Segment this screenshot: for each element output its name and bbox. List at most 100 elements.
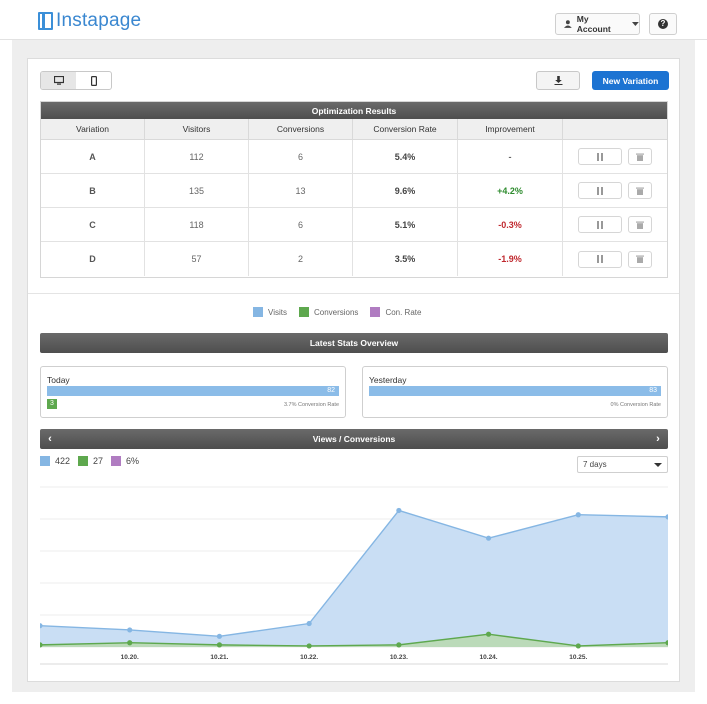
pause-button[interactable] bbox=[578, 216, 622, 233]
legend-swatch-con-rate bbox=[370, 307, 381, 317]
point-conversions bbox=[306, 643, 312, 649]
column-header-visitors: Visitors bbox=[145, 119, 249, 139]
mobile-view-button[interactable] bbox=[76, 72, 111, 89]
point-visits bbox=[127, 627, 133, 633]
cell-visitors: 135 bbox=[145, 174, 249, 207]
chart-legend: Visits Conversions Con. Rate bbox=[253, 307, 421, 317]
x-tick-label: 10.21. bbox=[210, 654, 228, 661]
pause-button[interactable] bbox=[578, 250, 622, 268]
point-visits bbox=[40, 623, 43, 629]
x-tick-label: 10.24. bbox=[480, 654, 498, 661]
point-conversions bbox=[216, 642, 223, 648]
pause-icon bbox=[597, 186, 603, 195]
column-header-conversions: Conversions bbox=[249, 119, 353, 139]
today-conversion-note: 3.7% Conversion Rate bbox=[283, 402, 339, 408]
cell-visitors: 118 bbox=[145, 208, 249, 241]
today-label: Today bbox=[47, 375, 70, 385]
point-visits bbox=[306, 620, 312, 627]
section-divider bbox=[28, 293, 679, 294]
date-range-value: 7 days bbox=[583, 460, 607, 469]
new-variation-button[interactable]: New Variation bbox=[592, 71, 669, 90]
main-panel: New Variation Optimization Results Varia… bbox=[27, 58, 680, 682]
point-visits bbox=[485, 535, 492, 541]
cell-conversions: 6 bbox=[249, 208, 353, 241]
chevron-down-icon bbox=[654, 463, 662, 467]
yesterday-conversion-note: 0% Conversion Rate bbox=[610, 402, 661, 408]
pause-button[interactable] bbox=[578, 148, 622, 165]
trash-icon bbox=[636, 255, 644, 263]
delete-button[interactable] bbox=[628, 148, 652, 165]
mobile-icon bbox=[90, 75, 97, 86]
total-visits: 422 bbox=[55, 456, 71, 466]
download-button[interactable] bbox=[536, 71, 580, 90]
brand-name: Instapage bbox=[56, 10, 142, 31]
instapage-logo-icon bbox=[38, 12, 54, 30]
download-icon bbox=[554, 76, 562, 85]
delete-button[interactable] bbox=[628, 182, 652, 199]
column-header-actions bbox=[563, 119, 667, 139]
legend-con-rate[interactable]: Con. Rate bbox=[370, 307, 421, 317]
device-toggle bbox=[40, 71, 112, 90]
table-title: Optimization Results bbox=[41, 102, 667, 119]
cell-conversions: 6 bbox=[249, 140, 353, 173]
trash-icon bbox=[636, 221, 644, 229]
legend-swatch-conversions bbox=[298, 307, 309, 317]
views-conversions-bar: ‹ Views / Conversions › bbox=[40, 429, 668, 449]
yesterday-stat-box: Yesterday 83 0% Conversion Rate bbox=[362, 366, 668, 418]
summary-swatch-conversions bbox=[78, 456, 89, 466]
previous-arrow-icon[interactable]: ‹ bbox=[48, 433, 52, 445]
my-account-button[interactable]: My Account bbox=[555, 13, 640, 35]
total-conversions: 27 bbox=[93, 456, 104, 466]
caret-down-icon bbox=[632, 22, 639, 26]
summary-swatch-rate bbox=[111, 456, 122, 466]
delete-button[interactable] bbox=[628, 250, 652, 268]
views-conversions-chart: 10.20. 10.21. 10.22. 10.23. 10.24. 10.25. bbox=[40, 486, 668, 665]
cell-variation: D bbox=[41, 242, 145, 276]
cell-variation: A bbox=[41, 140, 145, 173]
cell-improvement: +4.2% bbox=[458, 174, 563, 207]
cell-conversions: 13 bbox=[249, 174, 353, 207]
pause-icon bbox=[597, 152, 603, 161]
cell-actions bbox=[563, 174, 667, 207]
table-header: Variation Visitors Conversions Conversio… bbox=[41, 119, 667, 140]
point-conversions bbox=[40, 642, 43, 648]
area-visits bbox=[40, 510, 668, 647]
user-icon bbox=[564, 20, 572, 28]
conversion-rate-total: 6% bbox=[126, 456, 140, 466]
views-title: Views / Conversions bbox=[312, 434, 396, 444]
cell-improvement: -1.9% bbox=[458, 242, 563, 276]
cell-variation: B bbox=[41, 174, 145, 207]
table-row: A 112 6 5.4% - bbox=[41, 140, 667, 174]
table-row: C 118 6 5.1% -0.3% bbox=[41, 208, 667, 242]
views-summary: 422 27 6% bbox=[40, 456, 139, 466]
yesterday-visits-bar: 83 bbox=[369, 386, 661, 396]
today-stat-box: Today 82 3 3.7% Conversion Rate bbox=[40, 366, 346, 418]
cell-conversion-rate: 5.1% bbox=[353, 208, 458, 241]
pause-icon bbox=[597, 220, 603, 229]
legend-conversions[interactable]: Conversions bbox=[298, 307, 358, 317]
cell-actions bbox=[563, 242, 667, 276]
yesterday-label: Yesterday bbox=[369, 375, 407, 385]
cell-improvement: -0.3% bbox=[458, 208, 563, 241]
summary-swatch-visits bbox=[40, 456, 50, 466]
optimization-results-table: Optimization Results Variation Visitors … bbox=[40, 101, 668, 278]
cell-actions bbox=[563, 208, 667, 241]
pause-button[interactable] bbox=[578, 182, 622, 199]
latest-stats-title: Latest Stats Overview bbox=[40, 333, 668, 353]
desktop-icon bbox=[53, 76, 64, 85]
table-row: B 135 13 9.6% +4.2% bbox=[41, 174, 667, 208]
line-visits bbox=[40, 509, 668, 638]
pause-icon bbox=[597, 255, 603, 263]
date-range-select[interactable]: 7 days bbox=[577, 456, 668, 473]
x-tick-label: 10.22. bbox=[300, 654, 318, 661]
delete-button[interactable] bbox=[628, 216, 652, 233]
next-arrow-icon[interactable]: › bbox=[656, 433, 660, 445]
logo[interactable]: Instapage bbox=[38, 10, 141, 32]
x-tick-label: 10.23. bbox=[390, 654, 408, 661]
point-conversions bbox=[665, 640, 668, 646]
point-visits bbox=[396, 507, 402, 514]
desktop-view-button[interactable] bbox=[41, 72, 76, 89]
help-button[interactable]: ? bbox=[649, 13, 677, 35]
legend-visits[interactable]: Visits bbox=[253, 307, 287, 317]
point-visits bbox=[665, 514, 668, 520]
